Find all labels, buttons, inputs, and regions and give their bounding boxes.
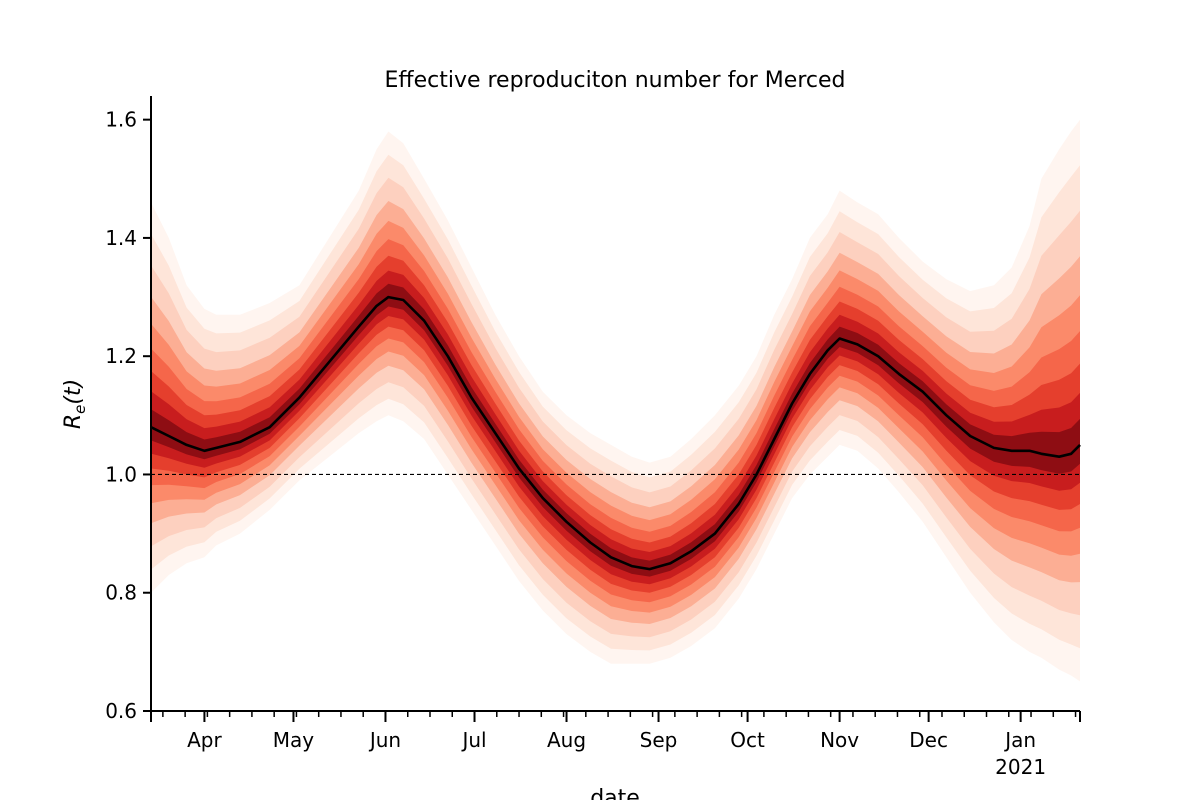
y-tick-label: 0.8 bbox=[105, 581, 137, 605]
y-tick-label: 0.6 bbox=[105, 699, 137, 723]
x-ticks: Apr May Jun Jul Aug Sep Oct Nov Dec Jan 2021 bbox=[150, 711, 1081, 779]
x-tick-label: Sep bbox=[640, 728, 678, 752]
x-tick-label: Nov bbox=[820, 728, 859, 752]
x-tick-label: Aug bbox=[547, 728, 586, 752]
x-tick-label: Apr bbox=[187, 728, 222, 752]
y-tick-label: 1.2 bbox=[105, 344, 137, 368]
y-tick-label: 1.6 bbox=[105, 108, 137, 132]
uncertainty-bands bbox=[151, 119, 1080, 682]
median-line bbox=[150, 295, 1081, 571]
x-tick-label: Jan bbox=[1003, 728, 1036, 752]
y-ticks: 0.6 0.8 1.0 1.2 1.4 1.6 bbox=[105, 108, 151, 723]
x-axis-label: date bbox=[590, 786, 640, 800]
x-tick-label: Jul bbox=[460, 728, 486, 752]
y-axis-label-sub: e bbox=[71, 405, 89, 414]
chart-title: Effective reproduciton number for Merced bbox=[385, 68, 846, 93]
y-axis-label-main: R bbox=[61, 414, 86, 429]
y-tick-label: 1.4 bbox=[105, 226, 137, 250]
x-tick-label: Oct bbox=[730, 728, 765, 752]
y-axis-label-arg: (t) bbox=[61, 379, 86, 405]
x-tick-year-label: 2021 bbox=[995, 755, 1046, 779]
x-tick-label: May bbox=[273, 728, 315, 752]
y-tick-label: 1.0 bbox=[105, 462, 137, 486]
x-tick-label: Jun bbox=[368, 728, 401, 752]
y-axis-label: Re(t) bbox=[61, 379, 89, 429]
x-tick-label: Dec bbox=[909, 728, 948, 752]
